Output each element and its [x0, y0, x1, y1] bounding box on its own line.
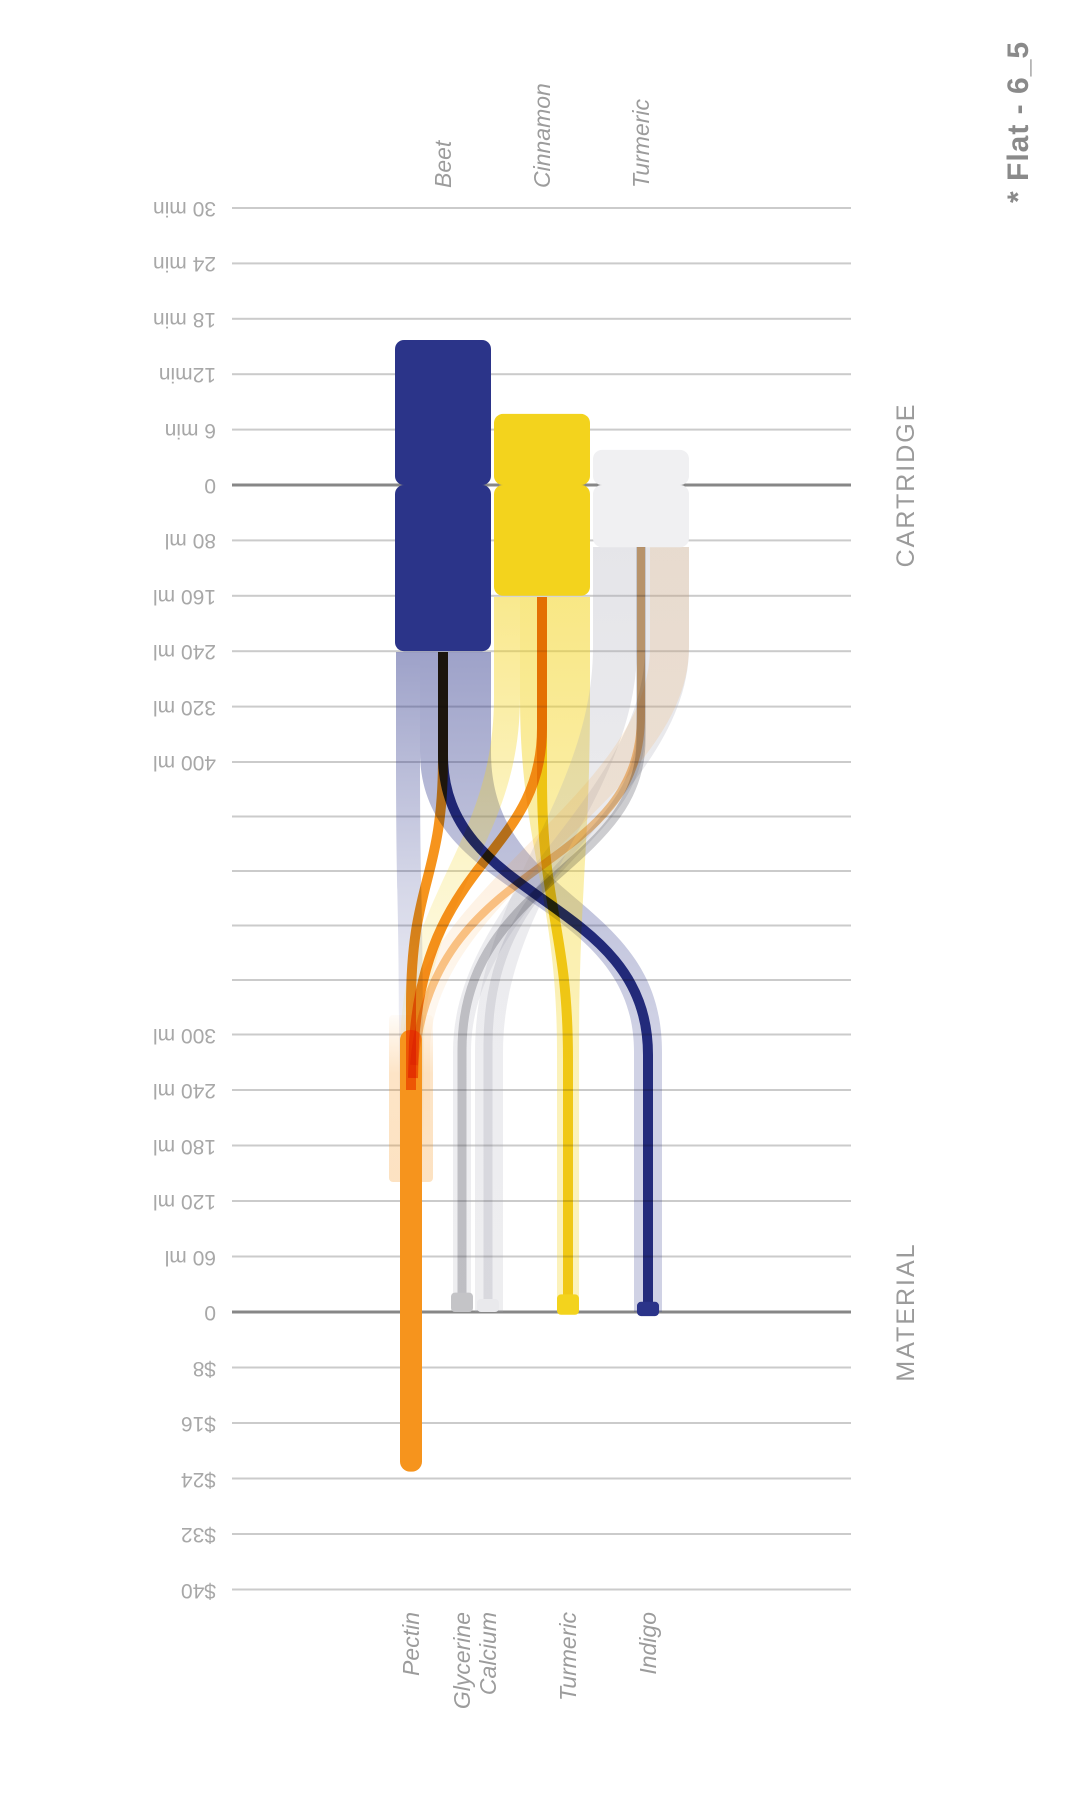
material-caps — [451, 1292, 659, 1317]
material-label-indigo: Indigo — [635, 1612, 661, 1675]
tick-label-cartridge: 18 min — [152, 308, 216, 331]
cartridge-volume-bar-beet — [395, 485, 491, 652]
tick-label-cartridge: 80 ml — [164, 529, 216, 552]
beet-to-indigo-line — [438, 652, 653, 1312]
section-label-cartridge: CARTRIDGE — [892, 402, 920, 568]
zero-gridline — [232, 1310, 851, 1314]
material-cap-calcium — [477, 1299, 499, 1312]
material-cap-indigo — [637, 1301, 659, 1317]
tick-label-material: $16 — [180, 1412, 216, 1435]
flow-line-layer — [406, 547, 653, 1312]
tick-label-cartridge: 30 min — [152, 197, 216, 220]
tick-label-cartridge: 6 min — [164, 419, 216, 442]
gridline — [232, 1200, 851, 1202]
material-label-turmeric: Turmeric — [555, 1612, 581, 1702]
tick-label-cartridge: 160 ml — [152, 585, 216, 608]
gridline — [232, 1089, 851, 1091]
tick-label-material: 0 — [204, 1301, 216, 1324]
tick-label-material: $24 — [180, 1468, 216, 1491]
gridline — [232, 373, 851, 376]
cartridge-time-bar-cinnamon — [494, 413, 590, 485]
material-cap-glycerine — [451, 1292, 473, 1312]
cinnamon-to-turmeric-line — [537, 597, 573, 1312]
tick-label-cartridge: 0 — [204, 474, 216, 497]
tick-label-material: 120 ml — [152, 1190, 216, 1213]
gridline — [232, 207, 851, 209]
cartridge-bars — [395, 340, 689, 652]
tick-label-material: $40 — [180, 1579, 216, 1602]
gridline — [232, 317, 851, 320]
tick-label-cartridge: 24 min — [152, 252, 216, 275]
gridline — [232, 1477, 851, 1480]
flow-band — [520, 597, 590, 1312]
cartridge-label-cinnamon: Cinnamon — [529, 83, 555, 188]
gridline — [232, 1533, 851, 1535]
gridline — [232, 1144, 851, 1147]
gridline — [232, 924, 851, 927]
cartridge-volume-bar-cinnamon — [494, 485, 590, 596]
gridline — [232, 1422, 851, 1424]
tick-label-cartridge: 400 ml — [152, 751, 216, 774]
tick-label-material: 180 ml — [152, 1135, 216, 1158]
tick-label-material: 300 ml — [152, 1024, 216, 1047]
cartridge-volume-bar-turmeric — [593, 485, 689, 548]
gridline — [232, 1366, 851, 1369]
section-label-material: MATERIAL — [892, 1242, 920, 1382]
tick-label-material: $32 — [180, 1523, 216, 1546]
cartridge-label-beet: Beet — [430, 140, 456, 188]
tick-label-cartridge: 320 ml — [152, 696, 216, 719]
material-cap-turmeric — [557, 1294, 579, 1315]
chart-title: * Flat - 6_5 — [1002, 40, 1035, 203]
cartridge-label-turmeric: Turmeric — [628, 98, 654, 188]
gridline — [232, 979, 851, 981]
material-bar-pectin — [400, 1030, 422, 1472]
material-label-pectin: Pectin — [398, 1612, 424, 1676]
material-label-glycerine: Glycerine — [449, 1612, 475, 1710]
tick-label-material: 60 ml — [164, 1246, 216, 1269]
tick-label-material: $8 — [192, 1357, 216, 1380]
gridline — [232, 1033, 851, 1036]
gridline — [232, 262, 851, 265]
tick-label-material: 240 ml — [152, 1079, 216, 1102]
tick-label-cartridge: 240 ml — [152, 640, 216, 663]
flow-band — [475, 547, 637, 1312]
gridline — [232, 1255, 851, 1258]
cartridge-time-bar-beet — [395, 340, 491, 485]
flow-band — [400, 597, 520, 1150]
gridline — [232, 1588, 851, 1591]
tick-label-cartridge: 12min — [158, 363, 216, 386]
material-label-calcium: Calcium — [475, 1612, 501, 1696]
cartridge-time-bar-turmeric — [593, 449, 689, 485]
